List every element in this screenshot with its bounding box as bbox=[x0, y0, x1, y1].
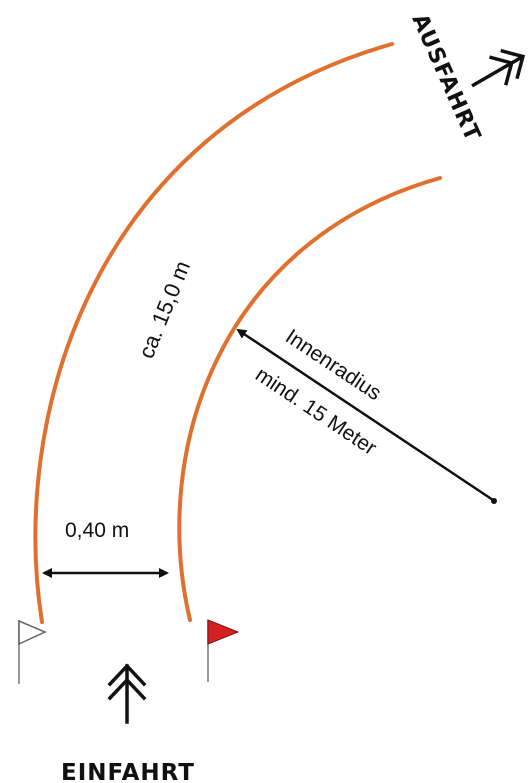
center-point bbox=[491, 498, 497, 504]
entry-arrow-icon bbox=[107, 663, 147, 724]
red-flag-icon bbox=[207, 619, 240, 682]
white-flag-icon bbox=[18, 619, 47, 684]
lane-width-label: 0,40 m bbox=[65, 519, 129, 542]
exit-arrow-icon bbox=[471, 48, 526, 88]
entry-label: EINFAHRT bbox=[61, 760, 195, 783]
exit-label: AUSFAHRT bbox=[407, 10, 486, 145]
outer-arc bbox=[33, 42, 394, 624]
inner-arc bbox=[177, 176, 442, 622]
arc-length-label: ca. 15,0 m bbox=[133, 257, 195, 362]
radius-arrow bbox=[236, 328, 494, 502]
